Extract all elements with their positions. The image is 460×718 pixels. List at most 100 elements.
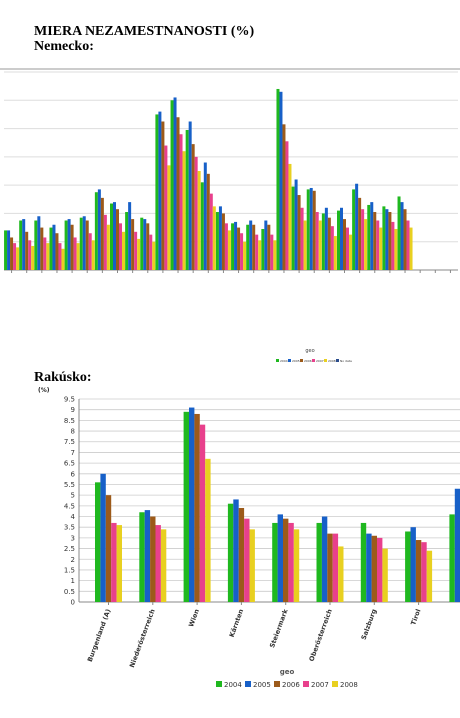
y-axis-label: (%) [38,387,50,394]
bar-2006-26 [403,209,407,270]
bar-2006-12 [191,144,195,270]
bar-2008-11 [182,151,186,270]
bar-2006-24 [373,212,377,270]
bar-2008-22 [349,234,352,270]
bar-2006-4 [70,224,74,270]
bar-2007-18 [285,141,289,270]
bar-2008-1 [31,245,35,270]
x-tick-label: Oberösterreich [307,608,334,663]
y-tick-label: 0.5 [64,588,75,596]
y-tick-label: 0 [71,599,75,607]
bar-2005-8 [454,488,460,602]
bar-2006-22 [343,219,346,270]
bar-2007-2 [43,237,47,270]
bar-2008-5 [338,546,344,602]
bar-2007-7 [421,542,427,602]
bar-2006-7 [116,209,119,270]
bar-2007-2 [199,424,206,602]
bar-2005-2 [189,407,195,602]
bar-2008-0 [116,525,122,602]
bar-2005-6 [366,533,372,602]
bar-2007-22 [346,227,349,270]
bar-2007-25 [391,221,395,270]
bar-2004-16 [246,224,250,270]
bar-2008-21 [333,236,337,270]
bar-2004-7 [405,531,411,602]
y-tick-label: 6.5 [64,460,75,468]
legend-swatch [300,359,303,362]
bar-2006-21 [327,217,331,270]
bar-2007-5 [88,233,92,270]
bar-2008-25 [394,228,398,270]
bar-2005-1 [144,510,151,602]
bar-2008-26 [409,227,413,270]
bar-2008-7 [122,231,125,270]
bar-2004-7 [110,203,113,270]
y-tick-label: 1.5 [64,566,75,574]
bar-2008-17 [273,240,277,270]
page-title: MIERA NEZAMESTNANOSTI (%) [34,24,255,39]
legend-swatch [274,681,280,687]
bar-2005-24 [370,202,374,270]
bar-2005-21 [324,207,328,270]
bar-2007-14 [224,223,228,270]
bar-2008-9 [152,241,156,270]
bar-2006-8 [131,219,135,270]
bar-2006-2 [194,413,200,602]
legend-label: 2008 [328,359,336,363]
bar-2006-25 [388,212,392,270]
bar-2007-23 [361,209,365,270]
bar-2006-1 [25,231,29,270]
x-tick-label: Tirol [409,608,422,626]
bar-2004-21 [321,213,325,270]
y-tick-label: 5.5 [64,481,75,489]
bar-2007-12 [194,156,198,270]
bar-2007-17 [270,234,274,270]
bar-2004-6 [94,192,98,270]
bar-2007-24 [376,220,380,270]
bar-2007-0 [111,522,117,602]
bar-2006-0 [105,495,112,602]
bar-2006-6 [100,197,104,270]
bar-2008-5 [91,240,95,270]
bar-2008-7 [426,550,433,602]
bar-2008-1 [160,529,167,602]
bar-2005-25 [385,209,389,270]
bar-2006-7 [415,540,422,602]
y-tick-label: 4 [71,513,76,521]
bar-2004-1 [139,512,145,602]
bar-2004-5 [79,217,83,270]
bar-2006-10 [161,121,165,270]
x-tick-label: Niederösterreich [128,608,157,669]
bar-2007-4 [73,237,77,270]
legend-label: 2007 [311,681,329,689]
bar-2004-24 [367,204,371,270]
bar-2006-15 [237,227,241,270]
bar-2006-19 [297,195,301,270]
bar-2005-7 [410,527,416,602]
y-tick-label: 6 [71,470,76,478]
bar-2005-23 [355,183,359,270]
bar-2006-14 [221,213,225,270]
bar-2005-3 [52,224,56,270]
y-tick-label: 9.5 [64,396,75,404]
bar-2008-3 [61,248,65,270]
y-tick-label: 5 [71,492,75,500]
bar-2004-2 [183,411,189,602]
legend-label: 2004 [280,359,288,363]
bar-2005-22 [340,207,343,270]
bar-2008-16 [258,240,262,270]
bar-2005-2 [37,216,41,270]
bar-2007-8 [134,231,138,270]
bar-2008-6 [106,224,110,270]
x-tick-label: Salzburg [360,608,379,641]
bar-2005-5 [321,516,328,602]
bar-2004-12 [185,129,189,270]
bar-2008-8 [137,238,141,270]
bar-2005-0 [7,230,11,270]
bar-2008-20 [318,220,322,270]
bar-2005-3 [233,499,239,602]
bar-2007-3 [58,243,62,270]
bar-2006-11 [176,117,180,270]
bar-2008-18 [288,163,292,270]
